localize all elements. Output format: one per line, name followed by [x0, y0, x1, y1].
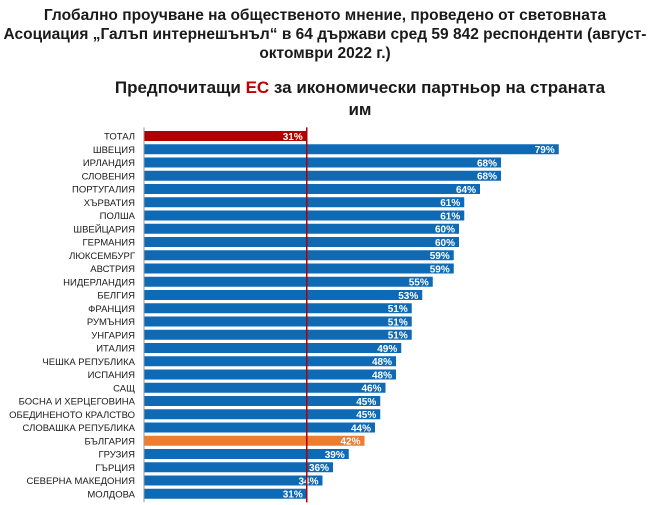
value-label-7: 60% [435, 225, 455, 236]
category-label-14: РУМЪНИЯ [87, 317, 135, 328]
value-label-17: 48% [372, 357, 392, 368]
value-label-10: 59% [430, 264, 450, 275]
bar-7 [144, 223, 459, 234]
value-label-1: 79% [535, 145, 555, 156]
value-label-15: 51% [388, 331, 408, 342]
category-label-13: ФРАНЦИЯ [88, 304, 135, 315]
category-label-7: ШВЕЙЦАРИЯ [73, 223, 135, 235]
category-label-3: СЛОВЕНИЯ [82, 171, 136, 182]
category-label-18: ИСПАНИЯ [88, 370, 136, 381]
bar-27 [144, 488, 307, 499]
value-label-12: 53% [398, 291, 418, 302]
chart-title: Предпочитащи ЕС за икономически партньор… [100, 77, 620, 121]
category-label-5: ХЪРВАТИЯ [84, 198, 135, 209]
category-label-15: УНГАРИЯ [91, 330, 135, 341]
chart-title-line-2: им [348, 100, 372, 119]
bar-8 [144, 237, 459, 247]
bar-26 [144, 475, 323, 486]
value-label-19: 46% [361, 384, 381, 395]
bar-25 [144, 462, 333, 473]
bar-0 [144, 131, 307, 141]
header-title: Глобално проучване на общественото мнени… [0, 6, 650, 63]
bar-5 [144, 197, 465, 208]
category-label-11: НИДЕРЛАНДИЯ [63, 277, 135, 288]
value-label-4: 64% [456, 185, 476, 196]
bar-17 [144, 356, 396, 367]
header-line-1: Глобално проучване на общественото мнени… [43, 7, 607, 24]
bar-12 [144, 290, 423, 300]
bar-15 [144, 329, 412, 340]
bar-3 [144, 170, 501, 181]
header-line-2: Асоциация „Галъп интернешънъл“ в 64 държ… [3, 26, 647, 43]
bar-6 [144, 210, 465, 221]
value-label-2: 68% [477, 158, 497, 169]
value-label-5: 61% [440, 198, 460, 209]
value-label-26: 34% [298, 476, 318, 487]
bar-10 [144, 263, 454, 274]
category-label-10: АВСТРИЯ [90, 264, 135, 275]
value-label-14: 51% [388, 317, 408, 328]
value-label-6: 61% [440, 211, 460, 222]
bar-16 [144, 343, 402, 353]
chart-title-prefix: Предпочитащи [114, 78, 246, 97]
bar-23 [144, 435, 365, 446]
category-label-2: ИРЛАНДИЯ [83, 158, 135, 169]
value-label-16: 49% [377, 344, 397, 355]
category-label-24: ГРУЗИЯ [98, 450, 135, 461]
category-label-12: БЕЛГИЯ [97, 291, 135, 302]
category-label-6: ПОЛША [100, 211, 136, 222]
category-label-0: ТОТАЛ [104, 132, 135, 143]
value-label-27: 31% [283, 490, 303, 501]
category-label-17: ЧЕШКА РЕПУБЛИКА [42, 357, 135, 368]
category-label-21: ОБЕДИНЕНОТО КРАЛСТВО [9, 410, 135, 421]
header-line-3: октомври 2022 г.) [259, 45, 391, 62]
category-label-19: САЩ [113, 383, 135, 394]
category-label-27: МОЛДОВА [87, 489, 135, 500]
bar-22 [144, 422, 375, 433]
value-label-0: 31% [283, 132, 303, 143]
category-label-20: БОСНА И ХЕРЦЕГОВИНА [19, 397, 136, 408]
bar-4 [144, 184, 480, 194]
value-label-20: 45% [356, 397, 376, 408]
category-label-25: ГЪРЦИЯ [95, 463, 135, 474]
category-label-1: ШВЕЦИЯ [93, 145, 135, 156]
bar-18 [144, 369, 396, 380]
value-label-21: 45% [356, 410, 376, 421]
bar-11 [144, 276, 433, 287]
category-label-26: СЕВЕРНА МАКЕДОНИЯ [26, 476, 135, 487]
bar-20 [144, 396, 381, 406]
category-label-4: ПОРТУГАЛИЯ [72, 185, 135, 196]
bar-24 [144, 449, 349, 459]
bar-13 [144, 303, 412, 314]
bar-21 [144, 409, 381, 420]
value-label-25: 36% [309, 463, 329, 474]
value-label-8: 60% [435, 238, 455, 249]
value-label-13: 51% [388, 304, 408, 315]
value-label-22: 44% [351, 423, 371, 434]
value-label-23: 42% [340, 437, 360, 448]
category-label-8: ГЕРМАНИЯ [82, 238, 135, 249]
bar-9 [144, 250, 454, 261]
chart-title-suffix: за икономически партньор на страната [269, 78, 606, 97]
value-label-11: 55% [409, 278, 429, 289]
category-label-23: БЪЛГАРИЯ [84, 436, 135, 447]
chart-title-highlight: ЕС [245, 78, 270, 97]
bar-19 [144, 382, 386, 393]
bar-14 [144, 316, 412, 327]
category-label-9: ЛЮКСЕМБУРГ [69, 251, 135, 262]
value-label-3: 68% [477, 172, 497, 183]
value-label-9: 59% [430, 251, 450, 262]
category-label-22: СЛОВАШКА РЕПУБЛИКА [23, 423, 136, 434]
value-label-24: 39% [325, 450, 345, 461]
bar-2 [144, 157, 501, 168]
category-label-16: ИТАЛИЯ [96, 344, 135, 355]
value-label-18: 48% [372, 370, 392, 381]
bar-1 [144, 144, 559, 155]
